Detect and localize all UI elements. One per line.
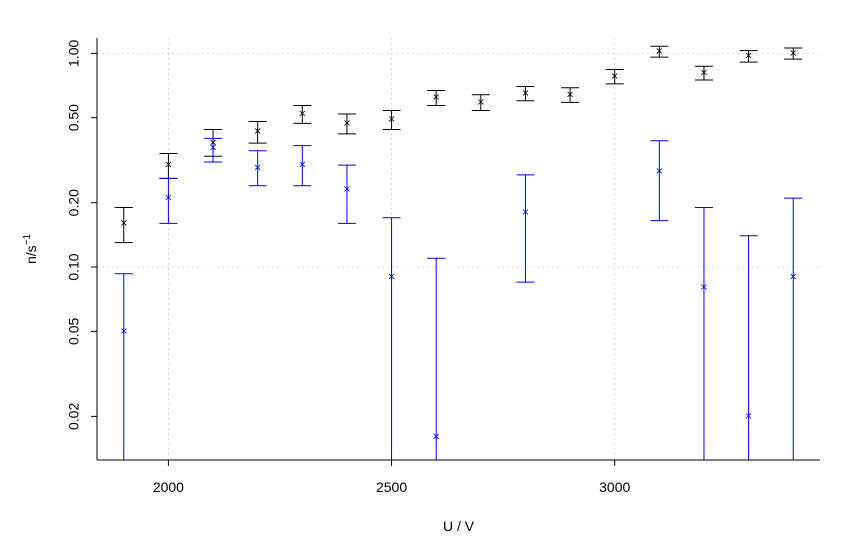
x-tick-label: 3000: [599, 479, 630, 495]
data-point: ×: [343, 118, 351, 129]
series-layer: ×××××× ×× ×× ××××× ××××× ×××××××××: [114, 45, 803, 460]
y-tick-label: 0.20: [66, 189, 82, 216]
data-point: ×: [521, 207, 529, 218]
y-tick-label: 0.05: [66, 318, 82, 345]
series-2: × × × × × × × × × × × × ×: [114, 137, 803, 460]
data-point: ×: [789, 271, 797, 282]
data-point: ×: [120, 218, 128, 229]
data-point: ×: [611, 71, 619, 82]
data-point: ×: [298, 109, 306, 120]
data-point: ×: [700, 282, 708, 293]
x-axis-ticks: 2000 2500 3000: [153, 460, 630, 495]
data-point: ×: [209, 143, 217, 154]
data-point: ×: [164, 160, 172, 171]
y-axis-title-main: n/s: [23, 245, 39, 264]
series-1: × × × × × × × × × × × × × × × ×: [114, 45, 803, 244]
data-point: ×: [744, 51, 752, 62]
y-tick-label: 0.10: [66, 253, 82, 280]
data-point: ×: [432, 432, 440, 443]
data-point: ×: [298, 160, 306, 171]
data-point: ×: [655, 46, 663, 57]
data-point: ×: [700, 67, 708, 78]
data-point: ×: [789, 48, 797, 59]
data-point: ×: [477, 97, 485, 108]
data-point: ×: [566, 89, 574, 100]
data-point: ×: [387, 114, 395, 125]
x-tick-label: 2500: [376, 479, 407, 495]
data-point: ×: [387, 271, 395, 282]
data-point: ×: [343, 184, 351, 195]
x-tick-label: 2000: [153, 479, 184, 495]
y-axis-title: n/s−1: [22, 234, 39, 265]
data-point: ×: [253, 163, 261, 174]
y-tick-label: 1.00: [66, 40, 82, 67]
y-axis-title-superscript: −1: [22, 234, 33, 246]
data-point: ×: [164, 193, 172, 204]
x-axis-title: U / V: [443, 518, 475, 534]
y-axis-ticks: 0.02 0.05 0.10 0.20 0.50 1.00: [66, 40, 97, 430]
data-point: ×: [744, 411, 752, 422]
data-point: ×: [120, 326, 128, 337]
data-point: ×: [655, 166, 663, 177]
data-point: ×: [253, 126, 261, 137]
data-point: ×: [521, 88, 529, 99]
y-tick-label: 0.02: [66, 403, 82, 430]
y-tick-label: 0.50: [66, 104, 82, 131]
grid-lines: [97, 38, 820, 460]
data-point: ×: [432, 92, 440, 103]
